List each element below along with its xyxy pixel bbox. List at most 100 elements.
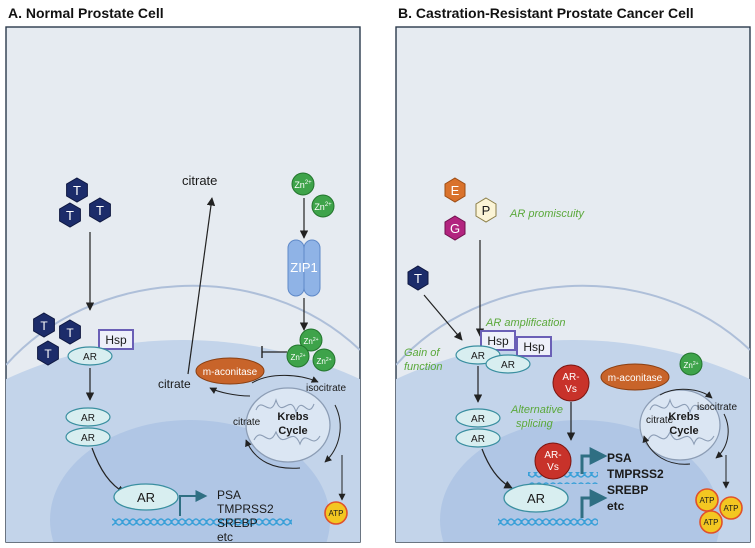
ar-label-b1: AR <box>471 351 485 362</box>
citrate-inner-label: citrate <box>233 417 261 428</box>
hsp-label-b2: Hsp <box>523 340 545 354</box>
krebs-cycle-arrow-b <box>715 413 729 459</box>
ar-promiscuity-label: AR promiscuity <box>509 208 585 220</box>
cycle-label-b: Cycle <box>669 425 698 437</box>
testosterone-label: T <box>40 319 48 333</box>
gene-psa-b: PSA <box>607 451 632 465</box>
testosterone-label: T <box>73 183 81 198</box>
alternative-splicing-label-1: Alternative <box>510 404 563 416</box>
ar-label: AR <box>81 433 95 444</box>
zinc-symbol: Zn <box>303 337 312 346</box>
hsp-box <box>98 329 134 350</box>
ar-label: AR <box>137 490 155 505</box>
mitochondrion-b <box>639 389 721 461</box>
atp-label: ATP <box>329 509 344 518</box>
atp-label-b: ATP <box>704 518 719 527</box>
krebs-cycle-arrow-b <box>642 435 691 465</box>
transcription-arrow-b-top <box>580 447 608 474</box>
hsp-box-b2 <box>516 336 552 357</box>
arrow-t-to-ar-b <box>423 294 463 341</box>
ar-dna-bound <box>113 483 179 511</box>
ar-dimer-bottom-b <box>455 428 501 448</box>
estrogen-hex <box>444 177 466 203</box>
m-aconitase-label: m-aconitase <box>203 367 258 378</box>
isocitrate-label-b: isocitrate <box>697 402 737 413</box>
krebs-cycle-arrow <box>245 439 301 469</box>
zinc-charge: 2+ <box>305 180 312 186</box>
hsp-label-b1: Hsp <box>487 334 509 348</box>
progesterone-hex <box>475 197 497 223</box>
ar-dna-label-b: AR <box>527 491 545 506</box>
testosterone-label: T <box>44 347 52 361</box>
ar-variants-dna <box>534 442 572 480</box>
zip1-label: ZIP1 <box>290 260 317 275</box>
zinc-label: Zn2+ <box>314 202 332 212</box>
citrate-left-label: citrate <box>158 377 191 391</box>
zinc-symbol: Zn <box>290 353 299 362</box>
atp-label-b: ATP <box>700 496 715 505</box>
isocitrate-label: isocitrate <box>306 383 346 394</box>
gain-of-function-label-1: Gain of <box>404 347 440 359</box>
zinc-symbol-b: Zn <box>683 361 692 370</box>
ar-vs-dna-label-1: AR- <box>544 450 561 461</box>
ar-vs-label-1: AR- <box>562 372 579 383</box>
gene-srebp: SREBP <box>217 516 258 530</box>
ar-variants <box>552 364 590 402</box>
estrogen-label: E <box>451 183 460 198</box>
testosterone-label: T <box>66 208 74 223</box>
panel-b-title: B. Castration-Resistant Prostate Cancer … <box>398 5 694 21</box>
testosterone-hex-b <box>407 265 429 291</box>
glucocorticoid-label: G <box>450 221 460 236</box>
gene-tmprss2-b: TMPRSS2 <box>607 467 664 481</box>
testosterone-label: T <box>96 203 104 218</box>
krebs-cycle-arrow-b <box>659 388 713 399</box>
alternative-splicing-label-2: splicing <box>516 418 554 430</box>
ar-label-b2: AR <box>501 360 515 371</box>
ar-dimer-top <box>65 407 111 427</box>
dna-strand-b-bottom <box>498 515 598 527</box>
ar-vs-dna-label-2: Vs <box>547 462 559 473</box>
progesterone-label: P <box>482 203 491 218</box>
atp-label-b: ATP <box>724 504 739 513</box>
testosterone-bound-cluster: T T T <box>33 312 81 366</box>
gene-psa: PSA <box>217 488 241 502</box>
zinc-charge: 2+ <box>326 357 332 363</box>
gene-srebp-b: SREBP <box>607 483 648 497</box>
arrow-citrate-export <box>187 197 216 375</box>
mitochondrion <box>245 387 331 463</box>
zinc-charge-b: 2+ <box>693 361 699 367</box>
krebs-label-b: Krebs <box>668 411 699 423</box>
m-aconitase-label-b: m-aconitase <box>608 373 663 384</box>
zinc-label: Zn2+ <box>316 357 331 366</box>
m-aconitase-enzyme <box>195 357 265 385</box>
zinc-charge: 2+ <box>313 337 319 343</box>
ar-dimer-top-b <box>455 408 501 428</box>
gain-of-function-label-2: function <box>404 361 443 373</box>
krebs-label: Krebs <box>277 411 308 423</box>
zinc-label-b: Zn2+ <box>683 361 698 370</box>
zinc-symbol: Zn <box>316 357 325 366</box>
zip1-transporter <box>287 239 321 297</box>
hsp-box-b1 <box>480 330 516 351</box>
zinc-charge: 2+ <box>300 353 306 359</box>
gene-tmprss2: TMPRSS2 <box>217 502 274 516</box>
zinc-label: Zn2+ <box>294 180 312 190</box>
zinc-charge: 2+ <box>325 202 332 208</box>
zinc-symbol: Zn <box>314 202 325 212</box>
hsp-label: Hsp <box>105 333 127 347</box>
gene-etc-b: etc <box>607 499 625 513</box>
ar-dimer-bottom <box>65 427 111 447</box>
krebs-cycle-arrow <box>251 374 319 384</box>
zinc-label: Zn2+ <box>290 353 305 362</box>
gene-etc: etc <box>217 530 233 544</box>
testosterone-cluster: T T T <box>59 177 111 228</box>
testosterone-label-b: T <box>414 271 422 286</box>
ar-label-dimer-bottom-b: AR <box>471 434 485 445</box>
ar-receptor <box>67 346 113 366</box>
panel-a-title: A. Normal Prostate Cell <box>8 5 164 21</box>
dna-strand <box>112 514 292 526</box>
ar-receptor-b2 <box>485 354 531 374</box>
krebs-cycle-arrow <box>324 404 341 463</box>
arrow-to-citrate-left <box>209 387 251 397</box>
